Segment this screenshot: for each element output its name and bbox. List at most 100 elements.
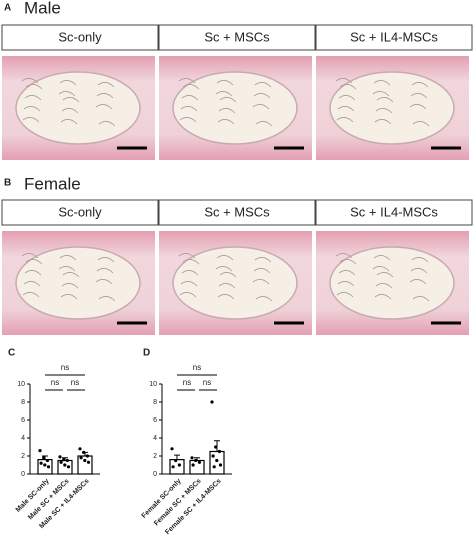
micrograph-fiber: [181, 95, 199, 101]
y-tick-label: 6: [153, 417, 157, 424]
y-tick-label: 8: [21, 399, 25, 406]
column-header: [1, 199, 159, 226]
micrograph-fiber: [215, 266, 233, 272]
micrograph-fiber: [252, 279, 270, 285]
micrograph-fiber: [217, 119, 235, 125]
micrograph-fiber: [335, 253, 353, 259]
y-tick-label: 6: [21, 417, 25, 424]
micrograph-fiber: [338, 270, 356, 276]
micrograph-fiber: [61, 108, 79, 114]
micrograph-fiber: [336, 117, 354, 123]
data-point: [177, 463, 181, 467]
micrograph-fiber: [59, 255, 77, 261]
data-point: [215, 458, 219, 463]
x-tick-label: Male SC-only: [15, 478, 51, 514]
column-header-text: Sc-only: [58, 204, 102, 219]
micrograph-fiber: [253, 93, 271, 99]
micrograph-fiber: [216, 80, 234, 86]
data-point: [43, 463, 47, 467]
column-header-text: Sc + MSCs: [204, 204, 270, 219]
data-point: [174, 458, 178, 463]
panel-label: C: [8, 348, 15, 359]
data-point: [211, 454, 215, 458]
micrograph-fiber: [372, 91, 390, 97]
micrograph-fiber: [25, 84, 43, 90]
micrograph-fiber: [180, 281, 198, 287]
micrograph-fiber: [410, 268, 428, 274]
data-point: [39, 461, 43, 465]
column-header-text: Sc-only: [58, 29, 102, 44]
micrograph-fiber: [254, 82, 272, 88]
micrograph-fiber: [178, 253, 196, 259]
data-point: [65, 458, 69, 463]
micrograph-fiber: [23, 106, 41, 112]
error-bar: [174, 454, 180, 460]
column-header: [1, 24, 159, 51]
micrograph-fiber: [60, 294, 78, 300]
data-point: [212, 465, 216, 469]
micrograph-fiber: [21, 78, 39, 84]
micrograph-fiber: [25, 259, 43, 265]
data-point: [45, 458, 50, 463]
micrograph-fiber: [335, 78, 353, 84]
micrograph-fiber: [98, 121, 116, 127]
data-point: [82, 450, 86, 454]
micrograph-fiber: [252, 104, 270, 110]
data-point: [214, 445, 218, 449]
micrograph-fiber: [182, 259, 200, 265]
column-header-text: Sc + IL4-MSCs: [350, 29, 438, 44]
micrograph-fiber: [376, 272, 394, 278]
micrograph-fiber: [97, 82, 115, 88]
micrograph-fiber: [95, 104, 113, 110]
data-point: [66, 465, 71, 469]
micrograph-fiber: [409, 104, 427, 110]
micrograph-fiber: [218, 108, 236, 114]
micrograph-fiber: [338, 95, 356, 101]
y-tick-label: 4: [21, 435, 25, 442]
micrograph-fiber: [22, 292, 40, 298]
micrograph-fiber: [96, 268, 114, 274]
data-point: [191, 463, 195, 467]
y-tick-label: 10: [17, 381, 25, 388]
micrograph-fiber: [95, 279, 113, 285]
micrograph-fiber: [375, 108, 393, 114]
micrograph-fiber: [97, 257, 115, 263]
micrograph-scaffold: [329, 246, 455, 320]
data-point: [197, 460, 201, 464]
micrograph-fiber: [411, 82, 429, 88]
panel-label: D: [143, 348, 150, 359]
micrograph-fiber: [253, 268, 271, 274]
micrograph-fiber: [373, 80, 391, 86]
micrograph-fiber: [218, 283, 236, 289]
significance-label: ns: [71, 378, 79, 387]
micrograph-fiber: [24, 270, 42, 276]
micrograph-fiber: [375, 283, 393, 289]
data-point: [85, 454, 89, 458]
micrograph-fiber: [62, 97, 80, 103]
data-point: [42, 456, 46, 460]
data-point: [46, 465, 51, 469]
micrograph-scaffold: [15, 246, 141, 320]
micrograph-fiber: [61, 283, 79, 289]
column-header-text: Sc + MSCs: [204, 29, 270, 44]
micrograph-scaffold: [172, 246, 298, 320]
micrograph-fiber: [58, 266, 76, 272]
micrograph-fiber: [412, 296, 430, 302]
micrograph-fiber: [58, 91, 76, 97]
significance-label: ns: [61, 363, 69, 372]
micrograph-fiber: [374, 294, 392, 300]
data-point: [170, 447, 174, 451]
micrograph-fiber: [96, 93, 114, 99]
panel-label: A: [4, 3, 11, 14]
micrograph-fiber: [339, 84, 357, 90]
y-tick-label: 4: [153, 435, 157, 442]
micrograph-fiber: [22, 117, 40, 123]
micrograph-fiber: [178, 78, 196, 84]
micrograph-fiber: [412, 121, 430, 127]
significance-label: ns: [203, 378, 211, 387]
data-point: [210, 400, 214, 404]
micrograph-fiber: [21, 253, 39, 259]
micrograph-fiber: [182, 84, 200, 90]
y-tick-label: 0: [21, 471, 25, 478]
